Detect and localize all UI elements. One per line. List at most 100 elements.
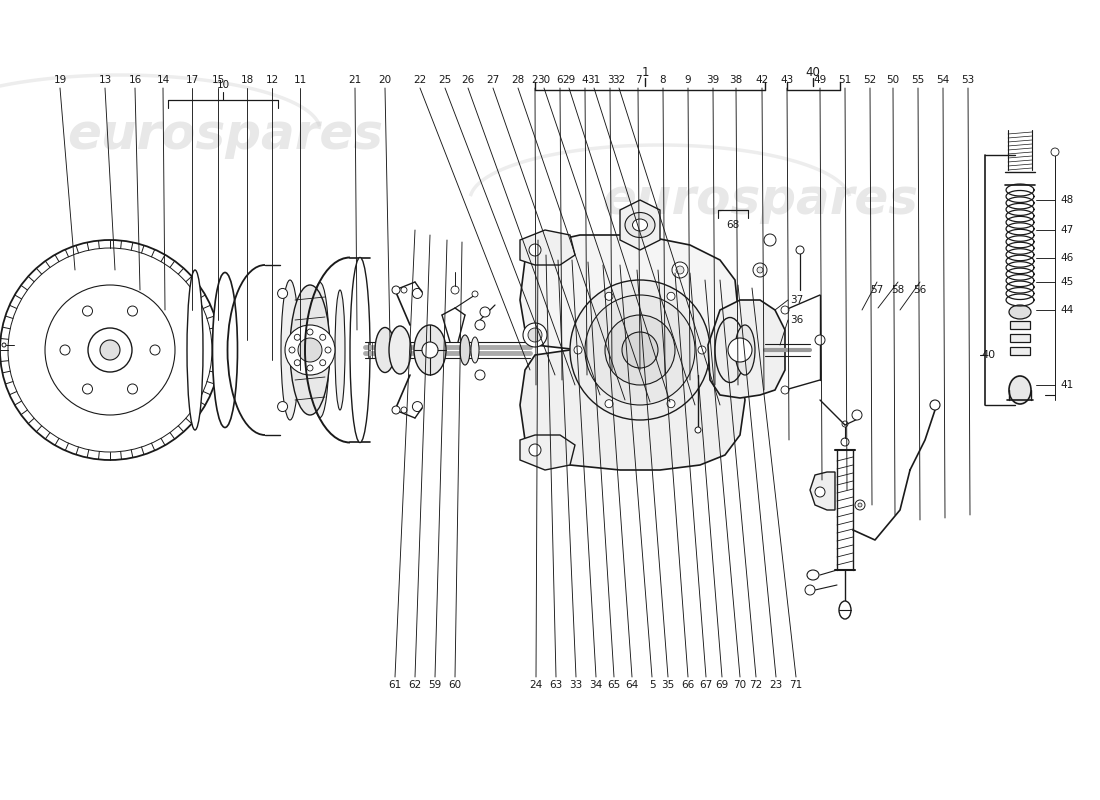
- Circle shape: [698, 346, 706, 354]
- Circle shape: [277, 289, 287, 298]
- Circle shape: [128, 306, 138, 316]
- Polygon shape: [520, 235, 738, 350]
- Circle shape: [295, 334, 300, 340]
- Ellipse shape: [311, 282, 329, 418]
- Ellipse shape: [375, 327, 395, 373]
- Ellipse shape: [414, 325, 446, 375]
- Circle shape: [472, 291, 478, 297]
- Text: 69: 69: [715, 680, 728, 690]
- Polygon shape: [620, 200, 660, 250]
- Ellipse shape: [299, 287, 311, 413]
- Ellipse shape: [350, 258, 370, 442]
- Text: 67: 67: [700, 680, 713, 690]
- Text: 28: 28: [512, 75, 525, 85]
- Ellipse shape: [187, 270, 204, 430]
- Ellipse shape: [460, 335, 470, 365]
- Ellipse shape: [212, 273, 238, 427]
- Text: 26: 26: [461, 75, 474, 85]
- Circle shape: [695, 427, 701, 433]
- Text: 55: 55: [912, 75, 925, 85]
- Text: 20: 20: [378, 75, 392, 85]
- Polygon shape: [520, 350, 745, 470]
- Text: 11: 11: [294, 75, 307, 85]
- Text: 2: 2: [531, 75, 538, 85]
- Circle shape: [451, 286, 459, 294]
- Circle shape: [150, 345, 160, 355]
- Text: 17: 17: [186, 75, 199, 85]
- Circle shape: [842, 421, 848, 427]
- Bar: [1010, 334, 1030, 342]
- Text: 63: 63: [549, 680, 562, 690]
- Circle shape: [528, 328, 542, 342]
- Circle shape: [82, 384, 92, 394]
- Text: 56: 56: [913, 285, 926, 295]
- Circle shape: [764, 234, 776, 246]
- Ellipse shape: [807, 570, 820, 580]
- Text: 51: 51: [838, 75, 851, 85]
- Circle shape: [2, 343, 6, 347]
- Text: 4: 4: [582, 75, 588, 85]
- Text: 54: 54: [936, 75, 949, 85]
- Polygon shape: [810, 472, 835, 510]
- Text: 58: 58: [891, 285, 904, 295]
- Text: 36: 36: [790, 315, 803, 325]
- Text: 31: 31: [587, 75, 601, 85]
- Ellipse shape: [715, 318, 745, 382]
- Text: 62: 62: [408, 680, 421, 690]
- Ellipse shape: [1009, 376, 1031, 404]
- Text: 47: 47: [1060, 225, 1074, 235]
- Circle shape: [757, 267, 763, 273]
- Circle shape: [621, 332, 658, 368]
- Text: 44: 44: [1060, 305, 1074, 315]
- Text: 8: 8: [660, 75, 667, 85]
- Circle shape: [320, 360, 326, 366]
- Text: 59: 59: [428, 680, 441, 690]
- Circle shape: [285, 325, 336, 375]
- Text: 32: 32: [613, 75, 626, 85]
- Circle shape: [320, 334, 326, 340]
- Ellipse shape: [735, 325, 755, 375]
- Text: 33: 33: [570, 680, 583, 690]
- Text: 19: 19: [54, 75, 67, 85]
- Circle shape: [815, 487, 825, 497]
- Ellipse shape: [280, 280, 299, 420]
- Circle shape: [855, 500, 865, 510]
- Ellipse shape: [336, 290, 345, 410]
- Text: 45: 45: [1060, 277, 1074, 287]
- Circle shape: [277, 402, 287, 411]
- Circle shape: [781, 386, 789, 394]
- Circle shape: [60, 345, 70, 355]
- Circle shape: [307, 329, 314, 335]
- Circle shape: [815, 335, 825, 345]
- Text: 72: 72: [749, 680, 762, 690]
- Circle shape: [676, 266, 684, 274]
- Circle shape: [667, 292, 675, 300]
- Circle shape: [754, 263, 767, 277]
- Circle shape: [289, 347, 295, 353]
- Circle shape: [392, 286, 400, 294]
- Text: 24: 24: [529, 680, 542, 690]
- Text: eurospares: eurospares: [67, 111, 383, 159]
- Circle shape: [852, 410, 862, 420]
- Ellipse shape: [1009, 305, 1031, 319]
- Text: 64: 64: [626, 680, 639, 690]
- Circle shape: [728, 338, 752, 362]
- Text: 43: 43: [780, 75, 793, 85]
- Text: 1: 1: [641, 66, 649, 78]
- Text: 25: 25: [439, 75, 452, 85]
- Circle shape: [796, 246, 804, 254]
- Text: 37: 37: [790, 295, 803, 305]
- Text: 71: 71: [790, 680, 803, 690]
- Text: 49: 49: [813, 75, 826, 85]
- Circle shape: [402, 287, 407, 293]
- Circle shape: [307, 365, 314, 371]
- Circle shape: [605, 315, 675, 385]
- Text: 39: 39: [706, 75, 719, 85]
- Text: 42: 42: [756, 75, 769, 85]
- Text: 30: 30: [538, 75, 551, 85]
- Circle shape: [574, 346, 582, 354]
- Circle shape: [672, 262, 688, 278]
- Text: 40: 40: [981, 350, 996, 360]
- Text: 16: 16: [129, 75, 142, 85]
- Text: 38: 38: [729, 75, 743, 85]
